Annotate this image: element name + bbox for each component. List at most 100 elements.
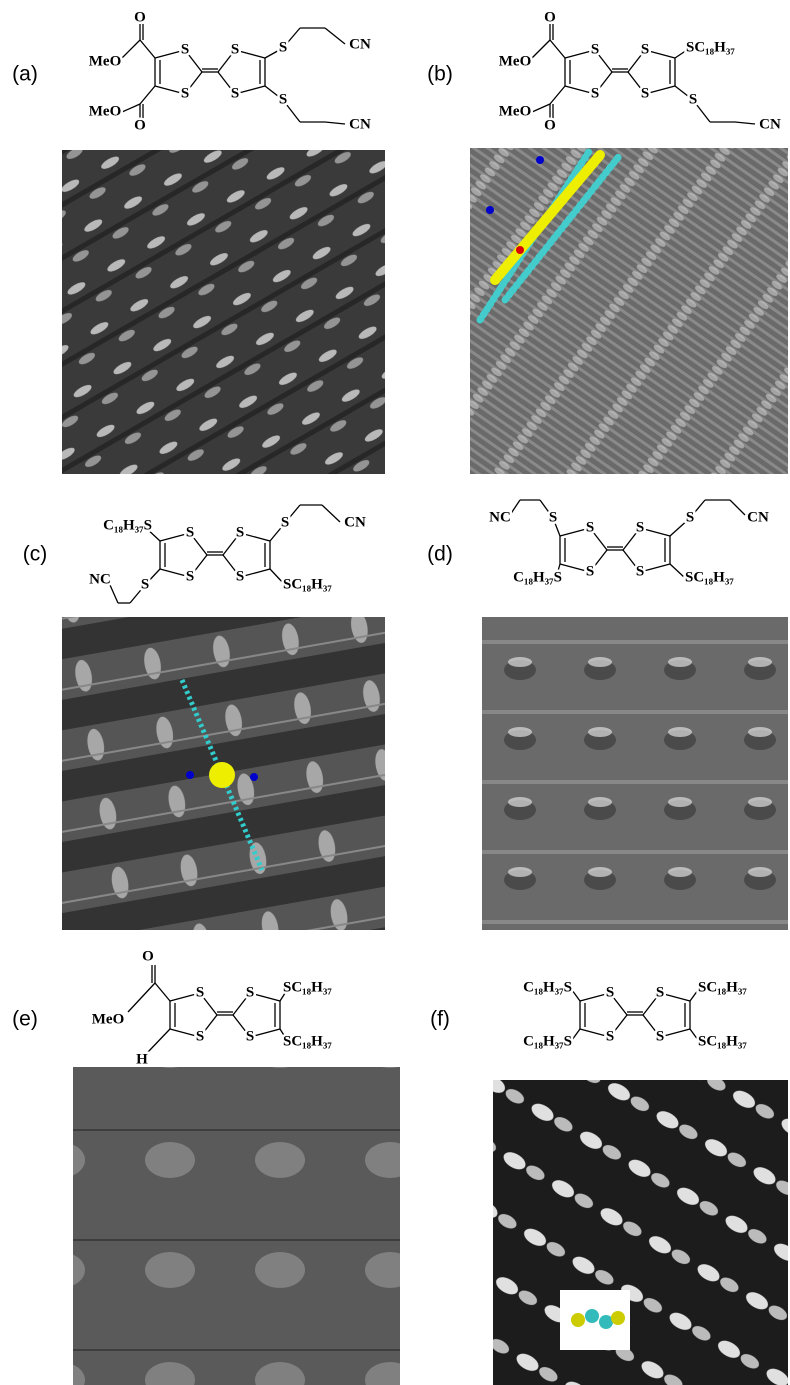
stm-image: [470, 148, 788, 474]
bond: [325, 28, 345, 44]
chemical-structure: SSSSC₁₈H₃₇SC₁₈H₃₇SSC₁₈H₃₇SC₁₈H₃₇: [523, 979, 747, 1049]
atom-label: S: [636, 563, 644, 579]
bond: [532, 40, 550, 58]
atom-label: S: [186, 568, 194, 584]
bond: [645, 50, 675, 58]
bond: [660, 993, 690, 1001]
atom-label: S: [236, 568, 244, 584]
bond: [645, 86, 675, 94]
atom-label: CN: [349, 116, 371, 132]
bond: [690, 990, 698, 1001]
panel-label: (d): [427, 543, 453, 566]
atom-label: S: [236, 524, 244, 540]
bond: [572, 1029, 580, 1040]
atom-label: SC₁₈H₃₇: [686, 39, 735, 55]
atom-label: MeO: [92, 1011, 124, 1027]
panel-label: (c): [23, 543, 48, 566]
atom-label: CN: [747, 509, 769, 525]
atom-label: SC₁₈H₃₇: [685, 569, 734, 585]
atom-label: S: [231, 85, 239, 101]
bond: [660, 1029, 690, 1037]
bond: [670, 564, 685, 578]
stm-images: [62, 148, 788, 1385]
bond: [550, 86, 565, 104]
atom-label: S: [591, 85, 599, 101]
atom-label: C₁₈H₃₇S: [523, 1033, 572, 1049]
bond: [250, 1029, 280, 1037]
bond: [240, 533, 270, 541]
bond: [128, 983, 155, 1012]
bond: [572, 990, 580, 1001]
atom-label: S: [656, 984, 664, 1000]
atom-label: S: [591, 41, 599, 57]
atom-label: S: [641, 41, 649, 57]
bond: [140, 40, 155, 58]
atom-label: S: [686, 509, 694, 525]
atom-label: S: [636, 519, 644, 535]
atom-label: S: [196, 1028, 204, 1044]
atom-label: S: [246, 1028, 254, 1044]
panel-label: (f): [430, 1008, 450, 1031]
atom-label: S: [689, 91, 697, 107]
atom-label: O: [134, 117, 146, 133]
atom-label: SC₁₈H₃₇: [283, 979, 332, 995]
bond: [640, 564, 670, 572]
bond: [235, 50, 265, 58]
bond: [730, 500, 745, 515]
bond: [122, 40, 140, 58]
panel-label: (e): [12, 1008, 38, 1031]
bond: [250, 993, 280, 1001]
bond: [325, 122, 345, 124]
panel: (b)SSSSOMeOMeOOSC₁₈H₃₇SCN: [427, 9, 781, 133]
atom-label: S: [606, 984, 614, 1000]
bond: [690, 1029, 698, 1040]
atom-label: S: [279, 39, 287, 55]
atom-label: C₁₈H₃₇S: [523, 979, 572, 995]
atom-label: S: [586, 519, 594, 535]
atom-label: S: [641, 85, 649, 101]
atom-label: C₁₈H₃₇S: [103, 517, 152, 533]
atom-label: NC: [89, 571, 111, 587]
atom-label: O: [134, 9, 146, 25]
atom-label: C₁₈H₃₇S: [513, 569, 562, 585]
bond: [235, 86, 265, 94]
atom-label: S: [181, 41, 189, 57]
chemical-structure: S S S S O MeO MeO O SC₁₈H₃₇ S CN: [499, 9, 781, 133]
chemical-structure: SSSSOMeOMeOOSSCNCN: [89, 9, 371, 133]
bond: [532, 104, 550, 112]
atom-label: O: [544, 117, 556, 133]
bond: [510, 500, 520, 515]
bond: [640, 528, 670, 536]
atom-label: S: [246, 984, 254, 1000]
atom-label: NC: [489, 509, 511, 525]
atom-label: S: [606, 1028, 614, 1044]
atom-label: S: [281, 514, 289, 530]
bond: [322, 505, 340, 522]
bond: [240, 569, 270, 577]
molecule-inset: [560, 1290, 630, 1350]
atom-label: CN: [349, 36, 371, 52]
atom-label: S: [231, 41, 239, 57]
bond: [550, 40, 565, 58]
atom-label: CN: [759, 116, 781, 132]
atom-label: SC₁₈H₃₇: [283, 576, 332, 592]
bond: [110, 585, 118, 603]
atom-label: S: [549, 509, 557, 525]
atom-label: MeO: [499, 103, 531, 119]
atom-label: S: [656, 1028, 664, 1044]
atom-label: O: [544, 9, 556, 25]
atom-label: S: [181, 85, 189, 101]
panel-label: (a): [12, 63, 38, 86]
atom-label: MeO: [499, 53, 531, 69]
atom-label: O: [142, 948, 154, 964]
atom-label: S: [141, 576, 149, 592]
stm-image: [73, 1067, 400, 1385]
panel: (d)SSSSNCSC₁₈H₃₇SSCNSC₁₈H₃₇: [427, 500, 769, 585]
atom-label: MeO: [89, 103, 121, 119]
atom-label: SC₁₈H₃₇: [283, 1033, 332, 1049]
